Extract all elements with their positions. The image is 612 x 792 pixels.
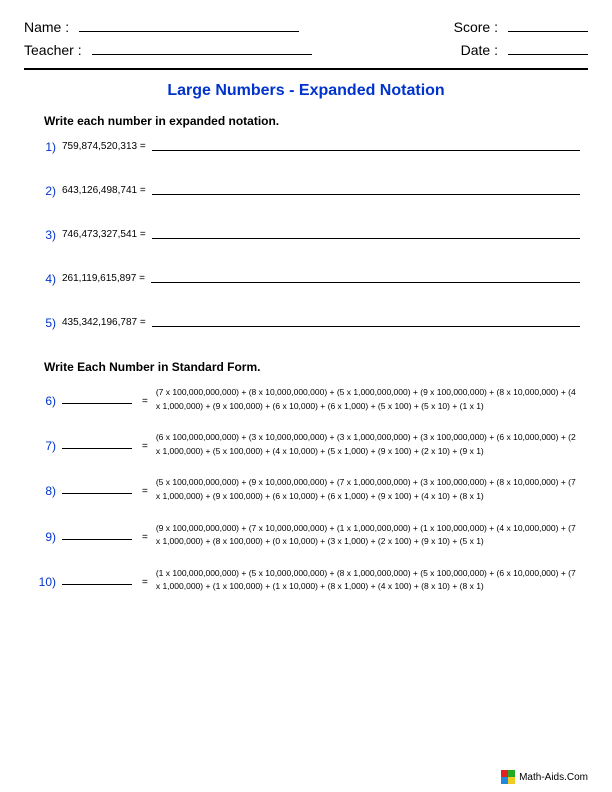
score-blank[interactable] — [508, 18, 588, 32]
equals-sign: = — [138, 431, 156, 452]
expanded-expression: (6 x 100,000,000,000) + (3 x 10,000,000,… — [156, 431, 588, 458]
problem-row: 9) = (9 x 100,000,000,000) + (7 x 10,000… — [24, 522, 588, 549]
problem-row: 5) 435,342,196,787 = — [24, 316, 588, 330]
equals-sign: = — [138, 476, 156, 497]
problem-number: 2) — [34, 184, 62, 198]
answer-blank[interactable] — [152, 140, 580, 151]
section2-instruction: Write Each Number in Standard Form. — [44, 360, 588, 374]
page-title: Large Numbers - Expanded Notation — [24, 82, 588, 100]
problem-value: 759,874,520,313 = — [62, 140, 152, 152]
problem-row: 4) 261,119,615,897 = — [24, 272, 588, 286]
expanded-expression: (1 x 100,000,000,000) + (5 x 10,000,000,… — [156, 567, 588, 594]
answer-blank[interactable] — [152, 316, 580, 327]
answer-blank[interactable] — [62, 480, 132, 494]
problem-number: 1) — [34, 140, 62, 154]
name-blank[interactable] — [79, 18, 299, 32]
answer-blank[interactable] — [152, 184, 580, 195]
answer-blank[interactable] — [62, 435, 132, 449]
equals-sign: = — [138, 567, 156, 588]
date-blank[interactable] — [508, 41, 588, 55]
problem-number: 9) — [34, 522, 62, 544]
problem-number: 5) — [34, 316, 62, 330]
problem-row: 1) 759,874,520,313 = — [24, 140, 588, 154]
header-row-2: Teacher : Date : — [24, 41, 588, 58]
equals-sign: = — [138, 522, 156, 543]
problem-number: 3) — [34, 228, 62, 242]
logo-icon — [501, 770, 515, 784]
teacher-label: Teacher : — [24, 42, 82, 58]
problem-number: 6) — [34, 386, 62, 408]
header-rule — [24, 68, 588, 70]
answer-blank[interactable] — [152, 228, 580, 239]
expanded-expression: (9 x 100,000,000,000) + (7 x 10,000,000,… — [156, 522, 588, 549]
expanded-expression: (7 x 100,000,000,000) + (8 x 10,000,000,… — [156, 386, 588, 413]
section1-instruction: Write each number in expanded notation. — [44, 114, 588, 128]
problem-number: 4) — [34, 272, 62, 286]
teacher-blank[interactable] — [92, 41, 312, 55]
score-label: Score : — [454, 19, 498, 35]
footer: Math-Aids.Com — [501, 770, 588, 784]
problem-row: 7) = (6 x 100,000,000,000) + (3 x 10,000… — [24, 431, 588, 458]
problem-value: 643,126,498,741 = — [62, 184, 152, 196]
date-field: Date : — [461, 41, 588, 58]
name-label: Name : — [24, 19, 69, 35]
answer-blank[interactable] — [62, 390, 132, 404]
header-row-1: Name : Score : — [24, 18, 588, 35]
problem-row: 10) = (1 x 100,000,000,000) + (5 x 10,00… — [24, 567, 588, 594]
answer-blank[interactable] — [151, 272, 580, 283]
problem-number: 7) — [34, 431, 62, 453]
answer-blank[interactable] — [62, 526, 132, 540]
teacher-field: Teacher : — [24, 41, 312, 58]
equals-sign: = — [138, 386, 156, 407]
problem-row: 2) 643,126,498,741 = — [24, 184, 588, 198]
score-field: Score : — [454, 18, 588, 35]
problem-row: 3) 746,473,327,541 = — [24, 228, 588, 242]
problem-value: 746,473,327,541 = — [62, 228, 152, 240]
name-field: Name : — [24, 18, 299, 35]
problem-row: 8) = (5 x 100,000,000,000) + (9 x 10,000… — [24, 476, 588, 503]
answer-blank[interactable] — [62, 571, 132, 585]
problem-value: 261,119,615,897 = — [62, 272, 151, 284]
problem-number: 10) — [34, 567, 62, 589]
date-label: Date : — [461, 42, 498, 58]
expanded-expression: (5 x 100,000,000,000) + (9 x 10,000,000,… — [156, 476, 588, 503]
problem-number: 8) — [34, 476, 62, 498]
problem-row: 6) = (7 x 100,000,000,000) + (8 x 10,000… — [24, 386, 588, 413]
footer-site: Math-Aids.Com — [519, 772, 588, 783]
problem-value: 435,342,196,787 = — [62, 316, 152, 328]
